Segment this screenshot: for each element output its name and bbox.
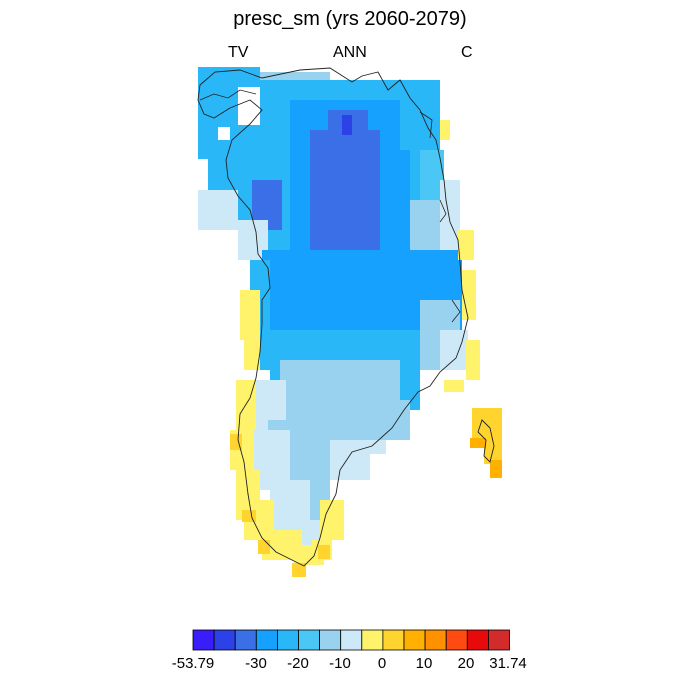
colorbar-box bbox=[424, 629, 447, 651]
left-label: TV bbox=[228, 44, 249, 61]
field-cell bbox=[470, 438, 486, 448]
colorbar-box bbox=[403, 629, 426, 651]
field-cell bbox=[342, 115, 352, 135]
coastline bbox=[197, 67, 469, 567]
field-cell bbox=[318, 545, 330, 559]
field-cell bbox=[198, 190, 238, 230]
colorbar-tick-label: -20 bbox=[287, 655, 309, 672]
season-label: ANN bbox=[333, 44, 367, 61]
field-cell bbox=[292, 563, 306, 577]
right-label: C bbox=[461, 44, 473, 61]
colorbar-tick-label: 10 bbox=[415, 655, 433, 672]
colorbar-box bbox=[298, 629, 321, 651]
colorbar-box bbox=[213, 629, 236, 651]
colorbar-tick-label: -30 bbox=[245, 655, 267, 672]
colorbar-box bbox=[192, 629, 215, 651]
colorbar-box bbox=[319, 629, 342, 651]
field-cell bbox=[444, 380, 464, 392]
colorbar-box bbox=[445, 629, 468, 651]
field-cell bbox=[490, 460, 502, 478]
field-cell bbox=[440, 120, 450, 140]
colorbar-tick-label: -53.79 bbox=[171, 655, 215, 672]
colorbar-box bbox=[276, 629, 299, 651]
colorbar-box bbox=[234, 629, 257, 651]
colorbar-tick-label: 31.74 bbox=[489, 655, 527, 672]
colorbar-tick-label: -10 bbox=[329, 655, 351, 672]
colorbar-box bbox=[466, 629, 489, 651]
colorbar-box bbox=[361, 629, 384, 651]
colorbar-tick-label: 0 bbox=[377, 655, 387, 672]
colorbar-box bbox=[382, 629, 405, 651]
field-cell bbox=[458, 230, 474, 260]
field-cell bbox=[466, 340, 480, 380]
colorbar-box bbox=[340, 629, 363, 651]
colorbar-tick-label: 20 bbox=[457, 655, 475, 672]
field-cell bbox=[244, 340, 260, 370]
map-title: presc_sm (yrs 2060-2079) bbox=[233, 8, 467, 30]
colorbar-box bbox=[487, 629, 510, 651]
field-cell bbox=[320, 500, 344, 540]
coastline-inlet bbox=[199, 89, 461, 323]
field-cell bbox=[400, 90, 440, 150]
field-cell bbox=[356, 440, 386, 454]
field-cell bbox=[240, 290, 260, 340]
colorbar-box bbox=[255, 629, 278, 651]
coastline-island bbox=[477, 419, 495, 463]
field-cells bbox=[198, 67, 502, 577]
field-cell bbox=[230, 434, 242, 450]
